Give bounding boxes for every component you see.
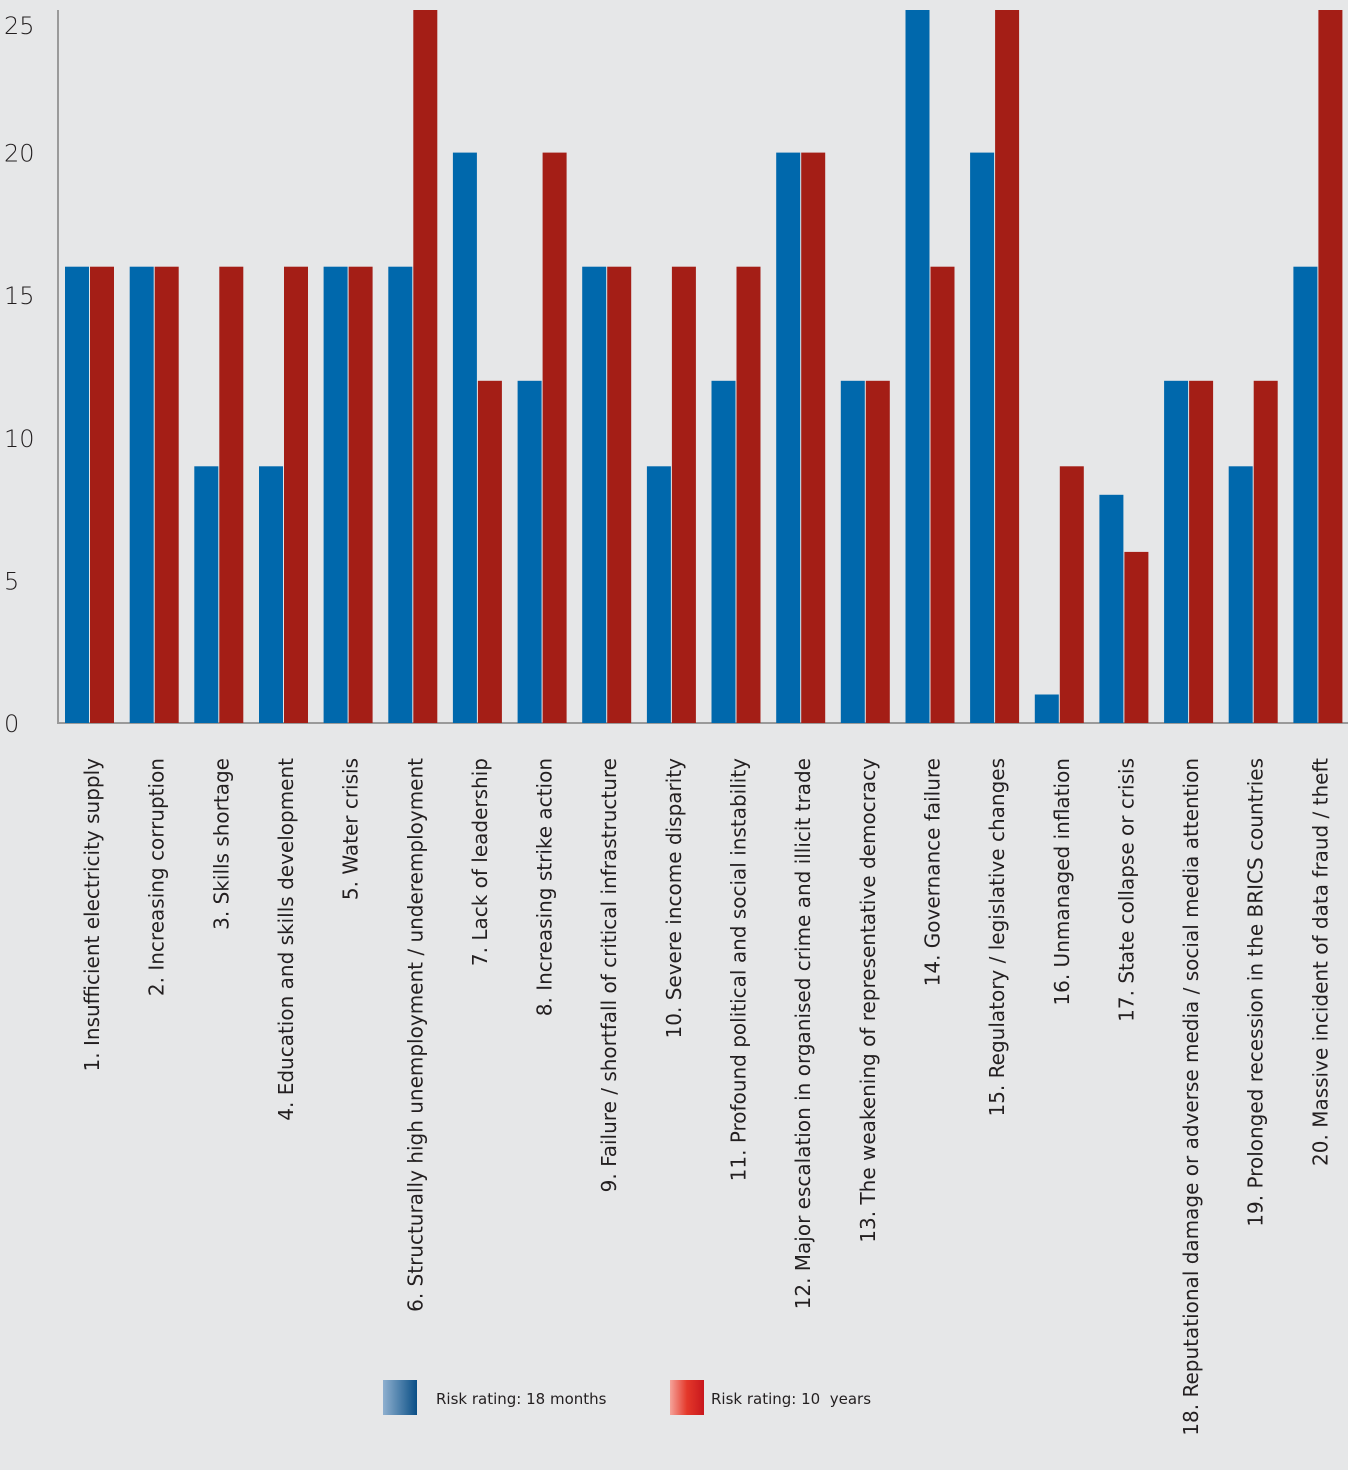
category-label: 8. Increasing strike action — [533, 758, 557, 1016]
bar-10-years — [542, 152, 567, 724]
bar-18-months — [452, 152, 477, 724]
bar-10-years — [1124, 551, 1149, 723]
y-axis-ticks: 0 5 10 15 20 25 — [4, 12, 35, 738]
category-label: 14. Governance failure — [921, 758, 945, 986]
bar-18-months — [259, 466, 283, 723]
category-label: 17. State collapse or crisis — [1114, 758, 1138, 1022]
bar-10-years — [284, 266, 308, 723]
legend-swatch-10-years — [670, 1380, 704, 1415]
bar-10-years — [865, 380, 890, 723]
bar-10-years — [1059, 466, 1084, 723]
bar-10-years — [607, 266, 632, 723]
bar-18-months — [582, 266, 607, 723]
legend: Risk rating: 18 months Risk rating: 10 y… — [383, 1380, 871, 1415]
bar-18-months — [194, 466, 219, 723]
bar-18-months — [517, 380, 542, 723]
category-label: 15. Regulatory / legislative changes — [985, 758, 1009, 1117]
bar-10-years — [90, 266, 114, 723]
bar-10-years — [736, 266, 761, 723]
category-label: 1. Insufficient electricity supply — [80, 758, 104, 1072]
bar-10-years — [477, 380, 502, 723]
bar-18-months — [905, 10, 930, 723]
y-tick-label: 0 — [4, 710, 19, 738]
category-label: 4. Education and skills development — [274, 758, 298, 1121]
bar-10-years — [154, 266, 179, 723]
legend-swatch-18-months — [383, 1380, 417, 1415]
bar-18-months — [1228, 466, 1253, 723]
bar-10-years — [671, 266, 696, 723]
bar-18-months — [388, 266, 413, 723]
category-label: 19. Prolonged recession in the BRICS cou… — [1244, 758, 1268, 1227]
category-label: 13. The weakening of representative demo… — [856, 758, 880, 1243]
bar-18-months — [646, 466, 671, 723]
bar-18-months — [1293, 266, 1318, 723]
bar-18-months — [129, 266, 154, 723]
bar-10-years — [930, 266, 955, 723]
bar-10-years — [219, 266, 244, 723]
y-tick-label: 10 — [4, 425, 35, 453]
category-label: 3. Skills shortage — [209, 758, 233, 930]
bar-18-months — [1099, 494, 1124, 723]
category-label: 7. Lack of leadership — [468, 758, 492, 966]
bar-18-months — [840, 380, 865, 723]
bar-18-months — [1164, 380, 1189, 723]
bar-18-months — [970, 152, 995, 724]
legend-label-18-months: Risk rating: 18 months — [436, 1390, 607, 1408]
bar-18-months — [776, 152, 801, 724]
bar-10-years — [801, 152, 826, 724]
y-tick-label: 20 — [4, 140, 35, 168]
bar-10-years — [413, 10, 438, 723]
category-label: 6. Structurally high unemployment / unde… — [403, 758, 427, 1312]
bar-18-months — [323, 266, 348, 723]
category-label: 10. Severe income disparity — [662, 758, 686, 1039]
y-tick-label: 25 — [4, 12, 35, 40]
category-label: 2. Increasing corruption — [145, 758, 169, 996]
bar-10-years — [1318, 10, 1343, 723]
category-label: 11. Profound political and social instab… — [727, 758, 751, 1182]
legend-label-10-years: Risk rating: 10 years — [711, 1390, 871, 1408]
category-labels: 1. Insufficient electricity supply 2. Inc… — [80, 758, 1332, 1436]
bar-10-years — [348, 266, 373, 723]
bar-10-years — [1253, 380, 1278, 723]
bars — [65, 10, 1343, 724]
bar-18-months — [1034, 694, 1059, 723]
bar-10-years — [995, 10, 1020, 723]
y-tick-label: 15 — [4, 282, 35, 310]
category-label: 12. Major escalation in organised crime … — [791, 758, 815, 1309]
category-label: 16. Unmanaged inflation — [1050, 758, 1074, 1006]
bar-18-months — [711, 380, 736, 723]
bar-18-months — [65, 266, 89, 723]
category-label: 5. Water crisis — [339, 758, 363, 900]
category-label: 18. Reputational damage or adverse media… — [1179, 758, 1203, 1436]
bar-10-years — [1189, 380, 1214, 723]
category-label: 20. Massive incident of data fraud / the… — [1308, 758, 1332, 1166]
y-tick-label: 5 — [4, 567, 19, 595]
category-label: 9. Failure / shortfall of critical infra… — [597, 758, 621, 1192]
